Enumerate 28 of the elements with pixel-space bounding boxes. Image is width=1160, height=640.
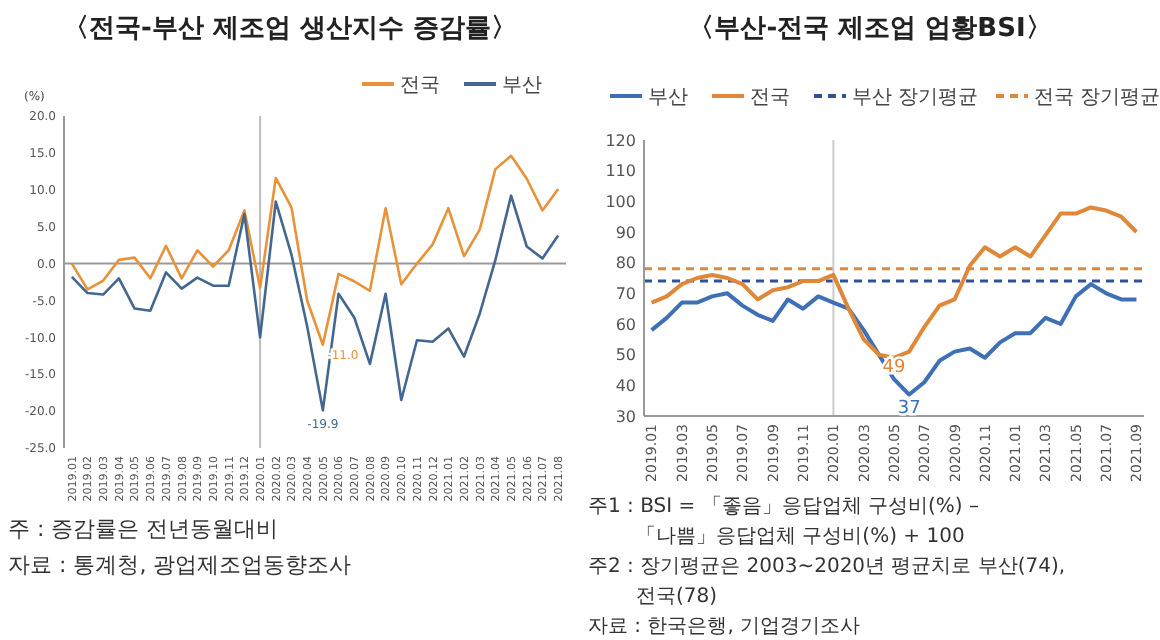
chart-title: 〈전국-부산 제조업 생산지수 증감률〉 [63,14,517,44]
y-tick-label: 110 [605,162,636,181]
line-series [649,205,1139,360]
y-tick-label: 100 [605,192,636,211]
annotation: 37 [897,398,921,419]
legend-label: 부산 [648,87,688,109]
line-series [70,194,560,412]
text: 자료 : 통계청, 광업제조업동향조사 [8,552,352,578]
text: 자료 : 한국은행, 기업경기조사 [588,616,861,638]
legend-label: 전국 [750,87,790,109]
y-tick-label: 90 [615,223,636,242]
y-tick-label: 40 [615,376,636,395]
legend-label: 부산 장기평균 [852,87,979,109]
y-tick-label: 30 [615,407,636,426]
y-tick-label: 70 [615,284,636,303]
legend-label: 전국 [400,75,440,97]
text: 주 : 증감률은 전년동월대비 [8,516,279,542]
y-tick-label: 120 [605,131,636,150]
chart-title: 〈부산-전국 제조업 업황BSI〉 [688,14,1052,44]
legend-label: 부산 [502,75,542,97]
text: 주2 : 장기평균은 2003~2020년 평균치로 부산(74), 전국(78) [588,556,1066,608]
line-series [649,282,1139,397]
line-series [70,154,560,347]
y-tick-label: 80 [615,254,636,273]
text: 주1 : BSI = 「좋음」응답업체 구성비(%) – 「나쁨」응답업체 구성비(%) + 100 [588,494,979,548]
legend-label: 전국 장기평균 [1034,87,1160,109]
y-tick-label: 60 [615,315,636,334]
y-tick-label: 50 [615,346,636,365]
